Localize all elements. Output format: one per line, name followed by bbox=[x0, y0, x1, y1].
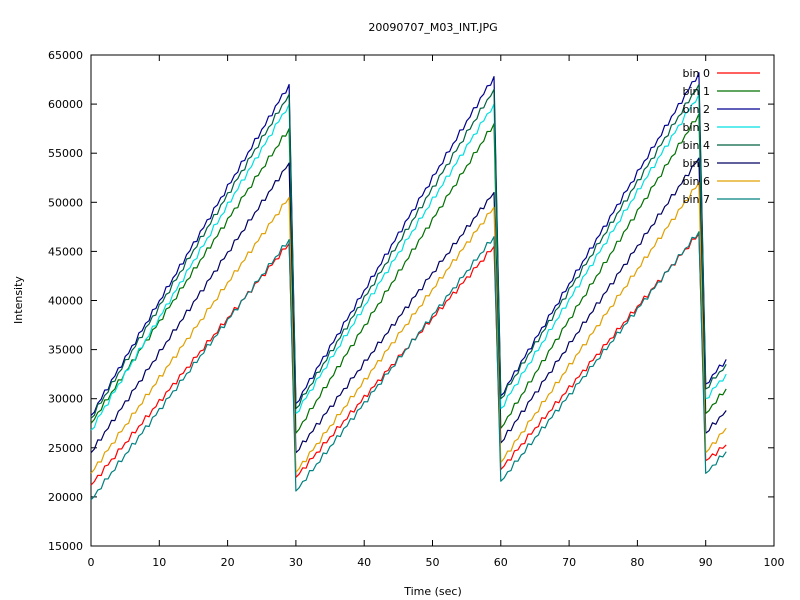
y-tick-label: 15000 bbox=[48, 540, 83, 553]
plot-frame bbox=[90, 54, 775, 547]
legend-label: bin 5 bbox=[682, 157, 710, 170]
x-tick-label: 100 bbox=[764, 556, 785, 569]
series-line-bin-1 bbox=[90, 113, 727, 434]
series-line-bin-3 bbox=[90, 93, 727, 431]
legend-label: bin 0 bbox=[682, 67, 710, 80]
series-lines bbox=[90, 72, 727, 501]
x-tick-label: 70 bbox=[562, 556, 576, 569]
x-axis-label: Time (sec) bbox=[403, 585, 462, 598]
legend-label: bin 3 bbox=[682, 121, 710, 134]
y-tick-label: 25000 bbox=[48, 442, 83, 455]
series-line-bin-4 bbox=[90, 83, 727, 419]
legend: bin 0 bin 1 bin 2 bin 3 bin 4 bin 5 bin 6 bin 7 bbox=[682, 67, 760, 206]
x-tick-label: 20 bbox=[221, 556, 235, 569]
y-tick-label: 20000 bbox=[48, 491, 83, 504]
x-tick-label: 60 bbox=[494, 556, 508, 569]
y-tick-label: 30000 bbox=[48, 393, 83, 406]
legend-label: bin 4 bbox=[682, 139, 710, 152]
x-axis-ticks: 0 10 20 30 40 50 60 70 80 90 100 bbox=[88, 55, 785, 569]
x-tick-label: 90 bbox=[699, 556, 713, 569]
y-tick-label: 45000 bbox=[48, 245, 83, 258]
y-tick-label: 50000 bbox=[48, 196, 83, 209]
series-line-bin-5 bbox=[90, 157, 727, 454]
x-tick-label: 0 bbox=[88, 556, 95, 569]
y-axis-label: Intensity bbox=[12, 276, 25, 324]
y-tick-label: 60000 bbox=[48, 98, 83, 111]
x-tick-label: 10 bbox=[152, 556, 166, 569]
y-tick-label: 65000 bbox=[48, 49, 83, 62]
legend-label: bin 6 bbox=[682, 175, 710, 188]
legend-label: bin 1 bbox=[682, 85, 710, 98]
x-tick-label: 40 bbox=[357, 556, 371, 569]
y-tick-label: 40000 bbox=[48, 295, 83, 308]
x-tick-label: 30 bbox=[289, 556, 303, 569]
x-tick-label: 80 bbox=[630, 556, 644, 569]
series-line-bin-2 bbox=[90, 72, 727, 416]
y-tick-label: 55000 bbox=[48, 147, 83, 160]
legend-label: bin 7 bbox=[682, 193, 710, 206]
x-tick-label: 50 bbox=[426, 556, 440, 569]
y-axis-ticks: 15000 20000 25000 30000 35000 40000 45000 50000… bbox=[48, 49, 774, 553]
y-tick-label: 35000 bbox=[48, 344, 83, 357]
chart-title: 20090707_M03_INT.JPG bbox=[368, 21, 497, 34]
legend-label: bin 2 bbox=[682, 103, 710, 116]
series-line-bin-7 bbox=[90, 231, 727, 501]
series-line-bin-6 bbox=[90, 182, 727, 474]
